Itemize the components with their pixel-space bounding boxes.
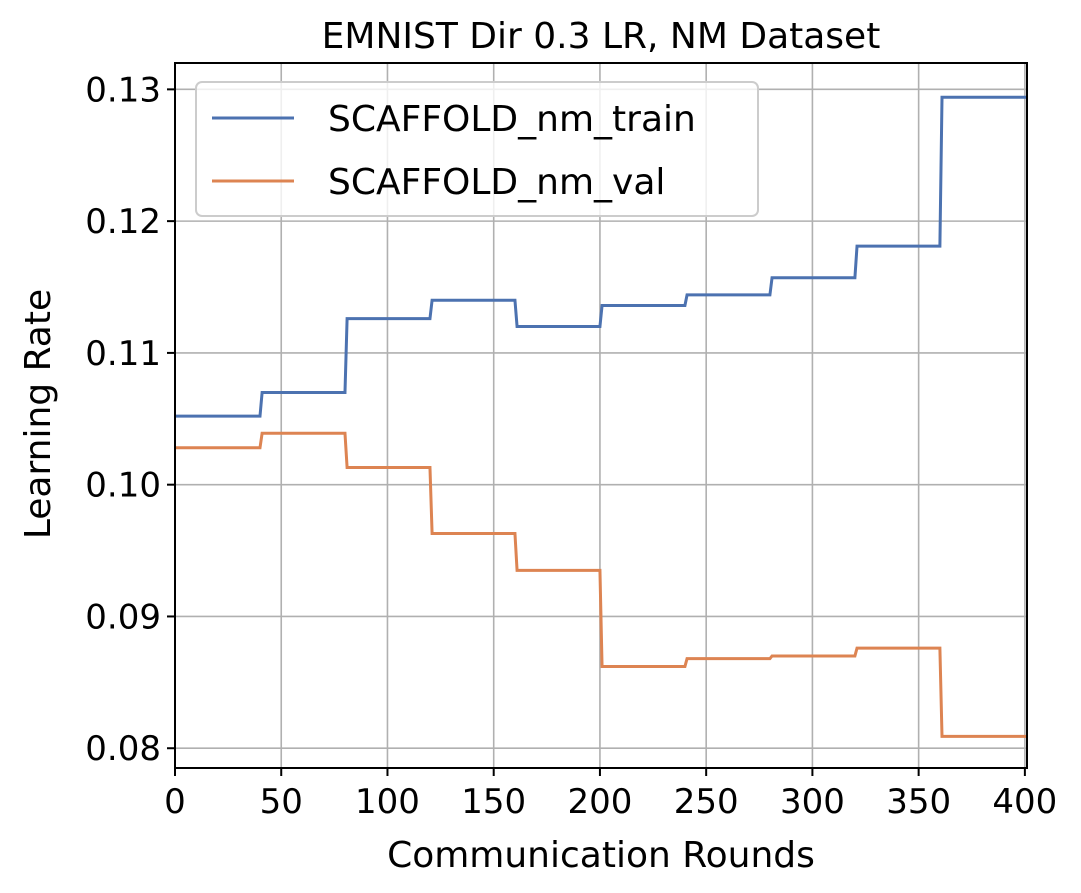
x-tick-label: 400 <box>992 782 1057 822</box>
y-tick-label: 0.10 <box>85 466 161 506</box>
legend-box <box>195 81 759 217</box>
x-tick-label: 250 <box>674 782 739 822</box>
legend: SCAFFOLD_nm_train SCAFFOLD_nm_val <box>195 81 759 217</box>
x-tick-label: 150 <box>461 782 526 822</box>
y-tick-label: 0.13 <box>85 70 161 110</box>
x-tick-label: 300 <box>780 782 845 822</box>
y-tick-label: 0.09 <box>85 597 161 637</box>
y-tick-label: 0.08 <box>85 729 161 769</box>
legend-label: SCAFFOLD_nm_val <box>328 162 665 203</box>
series-layer <box>175 95 1027 738</box>
series-line-SCAFFOLD_nm_train <box>175 95 1027 418</box>
series-line-SCAFFOLD_nm_val <box>175 431 1027 738</box>
x-tick-label: 350 <box>886 782 951 822</box>
x-tick-label: 50 <box>260 782 303 822</box>
y-axis-title: Learning Rate <box>18 289 59 539</box>
x-tick-label: 100 <box>355 782 420 822</box>
chart-title: EMNIST Dir 0.3 LR, NM Dataset <box>322 16 881 57</box>
x-axis-title: Communication Rounds <box>387 835 815 876</box>
y-tick-label: 0.11 <box>85 334 161 374</box>
x-tick-label: 200 <box>567 782 632 822</box>
x-tick-label: 0 <box>164 782 186 822</box>
ticks: 0 50 100 150 200 250 300 350 400 0.08 0.09 0.10 0.11… <box>85 70 1057 822</box>
y-tick-label: 0.12 <box>85 202 161 242</box>
legend-label: SCAFFOLD_nm_train <box>328 99 696 140</box>
plot-frame <box>174 62 1028 769</box>
